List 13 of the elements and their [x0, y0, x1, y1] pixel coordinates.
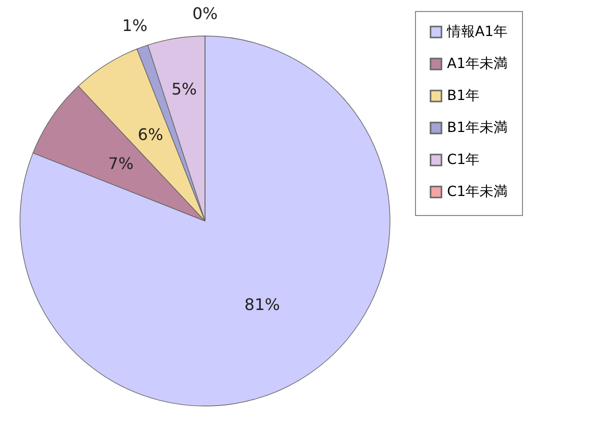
legend-label: C1年: [447, 152, 480, 168]
pie-slice: [20, 36, 390, 406]
legend-label: B1年未満: [447, 120, 508, 136]
data-label: 7%: [108, 154, 134, 173]
legend-label: 情報A1年: [446, 24, 508, 40]
data-label: 6%: [138, 125, 164, 144]
legend-label: B1年: [447, 88, 480, 104]
data-label: 81%: [244, 295, 280, 314]
data-label: 1%: [122, 16, 148, 36]
text: 0%: [192, 4, 218, 23]
data-label: 5%: [171, 79, 197, 98]
legend-label: C1年未満: [447, 184, 508, 200]
legend-label: A1年未満: [447, 56, 508, 72]
